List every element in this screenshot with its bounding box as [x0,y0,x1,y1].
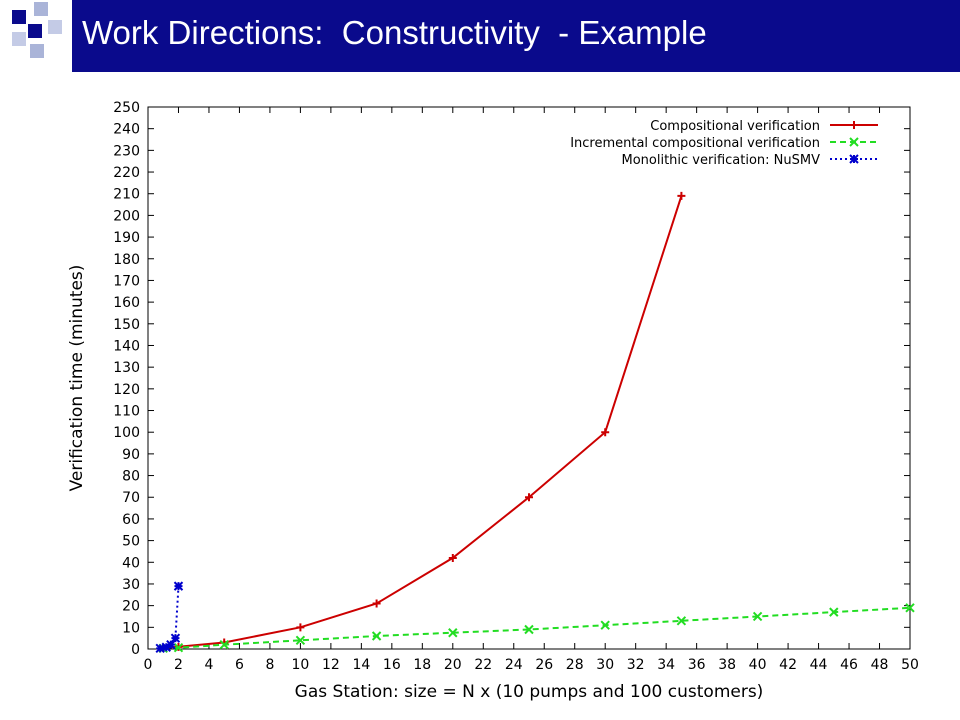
data-point [676,616,687,626]
y-tick-label: 70 [122,490,140,506]
data-point [829,607,839,617]
x-tick-label: 12 [322,657,340,673]
y-tick-label: 170 [113,273,140,289]
x-tick-label: 24 [505,657,523,673]
x-axis-label: Gas Station: size = N x (10 pumps and 10… [295,682,764,702]
x-tick-label: 30 [596,657,614,673]
data-point [849,137,859,147]
y-axis-label: Verification time (minutes) [67,265,87,492]
x-tick-label: 28 [566,657,584,673]
x-tick-label: 50 [901,657,919,673]
data-point [295,635,306,646]
blue-squares-logo-icon [0,0,72,72]
y-tick-label: 30 [122,577,140,593]
y-tick-label: 40 [122,555,140,571]
data-point [850,121,858,129]
data-point [448,553,457,562]
x-tick-label: 18 [413,657,431,673]
y-tick-label: 210 [113,187,140,203]
y-tick-label: 200 [113,208,140,224]
y-tick-label: 90 [122,447,140,463]
data-point [170,633,181,643]
data-point [173,581,184,591]
y-tick-label: 160 [113,295,140,311]
y-tick-label: 150 [113,317,140,333]
y-tick-label: 220 [113,165,140,181]
x-tick-label: 48 [871,657,889,673]
x-tick-label: 0 [144,657,153,673]
data-point [600,620,610,630]
x-tick-label: 40 [749,657,767,673]
legend-label: Compositional verification [650,119,820,134]
y-tick-label: 240 [113,122,140,138]
x-tick-label: 22 [474,657,492,673]
y-tick-label: 60 [122,512,140,528]
data-point [677,191,686,200]
y-tick-label: 20 [122,599,140,615]
y-tick-label: 50 [122,534,140,550]
plot-area [147,106,911,650]
y-tick-label: 10 [122,620,140,636]
x-tick-label: 14 [352,657,370,673]
data-point [752,611,763,622]
y-tick-label: 230 [113,143,140,159]
data-point [525,493,533,502]
x-tick-label: 26 [535,657,553,673]
x-tick-label: 16 [383,657,401,673]
y-tick-label: 120 [113,382,140,398]
legend-label: Monolithic verification: NuSMV [621,153,820,168]
y-tick-label: 140 [113,338,140,354]
data-point [155,643,165,654]
series-1 [159,191,686,652]
legend-label: Incremental compositional verification [570,136,820,151]
data-point [372,599,381,608]
series-3 [155,581,184,654]
x-tick-label: 34 [657,657,675,673]
x-tick-label: 10 [291,657,309,673]
x-tick-label: 2 [174,657,183,673]
data-point [161,642,171,652]
data-point [166,639,176,650]
slide-title: Work Directions: Constructivity - Exampl… [82,14,707,51]
x-tick-label: 8 [265,657,274,673]
x-tick-label: 4 [204,657,213,673]
data-point [601,428,610,437]
verification-time-chart: 0102030405060708090100110120130140150160… [67,100,919,702]
y-tick-label: 250 [113,100,140,116]
x-tick-label: 46 [840,657,858,673]
data-point [905,603,915,613]
x-tick-label: 6 [235,657,244,673]
x-tick-label: 44 [810,657,828,673]
y-tick-label: 130 [113,360,140,376]
data-point [219,639,229,650]
data-point [371,631,382,641]
y-tick-label: 80 [122,469,140,485]
x-tick-label: 42 [779,657,797,673]
x-tick-label: 38 [718,657,736,673]
data-point [849,154,859,164]
y-tick-label: 0 [131,642,140,658]
title-bar: Work Directions: Constructivity - Exampl… [72,0,960,72]
y-tick-label: 190 [113,230,140,246]
data-point [296,623,305,632]
x-tick-label: 32 [627,657,645,673]
y-tick-label: 100 [113,425,140,441]
data-point [524,624,534,635]
x-tick-label: 36 [688,657,706,673]
x-tick-label: 20 [444,657,462,673]
y-tick-label: 110 [113,404,140,420]
data-point [173,642,184,653]
data-point [448,628,458,638]
series-line [163,606,911,650]
y-tick-label: 180 [113,252,140,268]
